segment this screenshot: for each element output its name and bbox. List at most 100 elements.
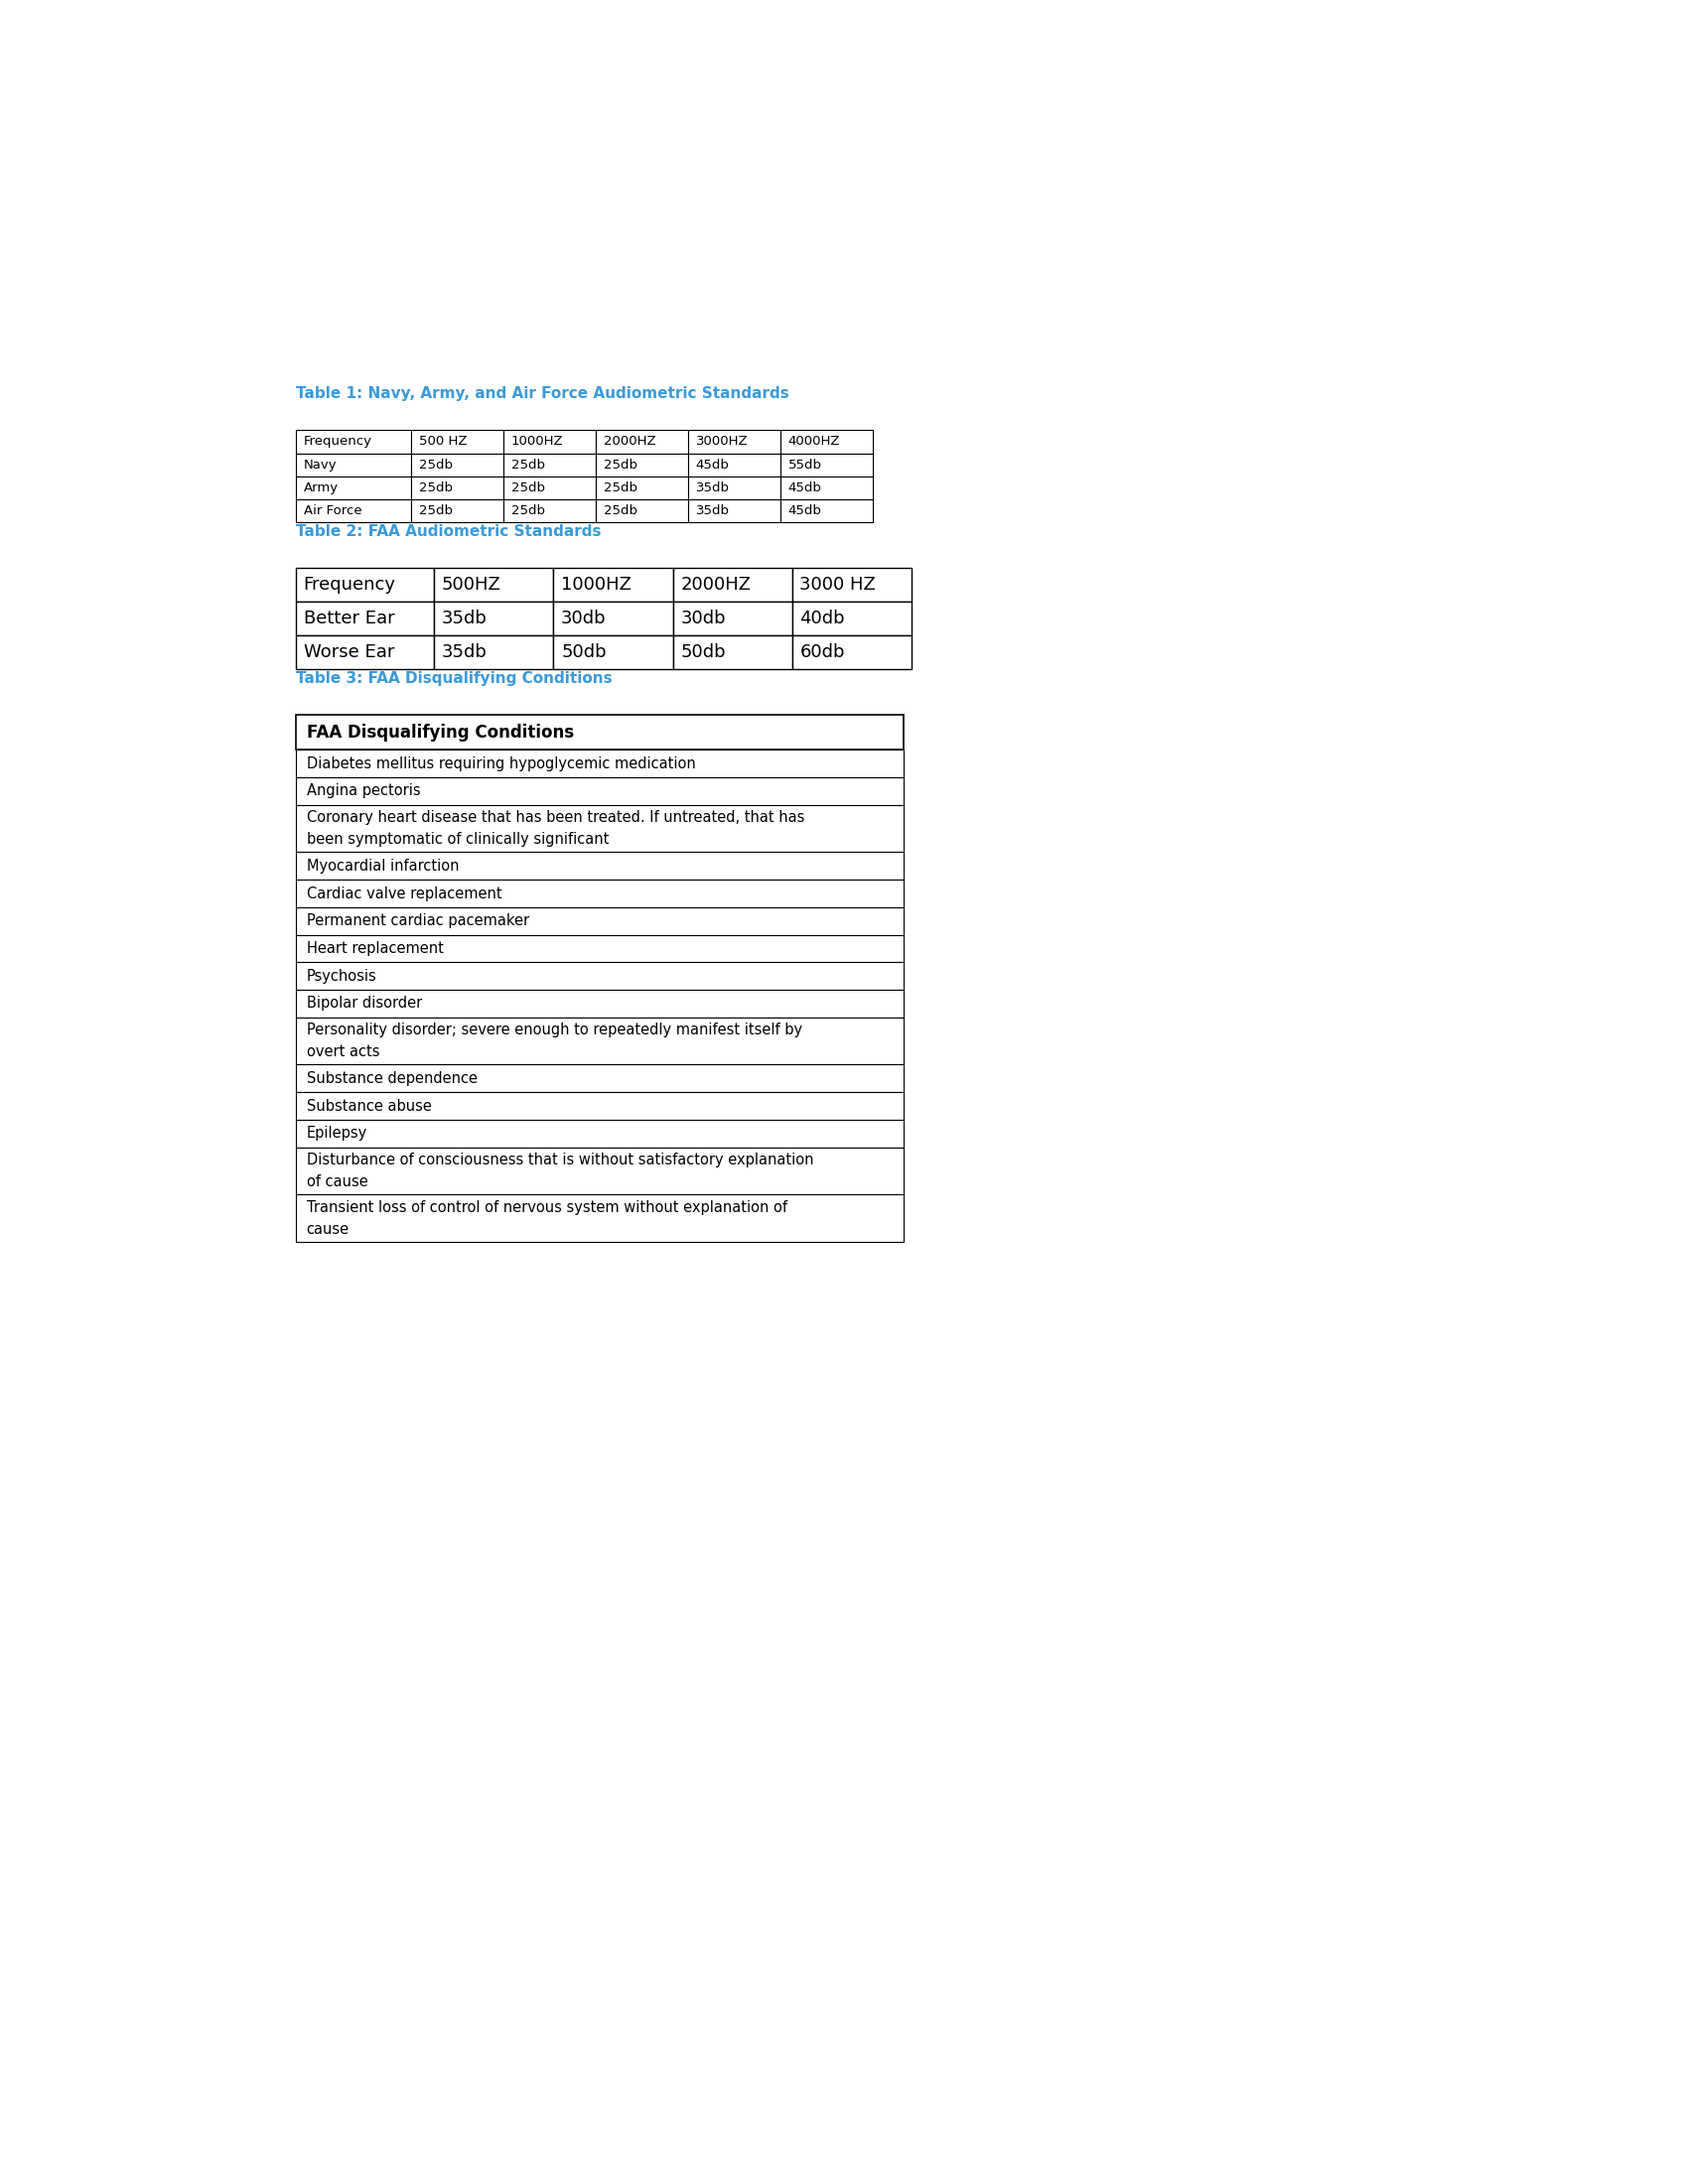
Text: Air Force: Air Force <box>304 505 361 518</box>
Text: 3000HZ: 3000HZ <box>695 435 748 448</box>
Bar <box>412 476 503 500</box>
Text: Psychosis: Psychosis <box>307 968 376 983</box>
Text: overt acts: overt acts <box>307 1044 380 1059</box>
Bar <box>503 476 596 500</box>
Bar <box>295 1018 903 1064</box>
Bar <box>295 601 434 636</box>
Text: 50db: 50db <box>560 642 606 662</box>
Bar <box>689 454 780 476</box>
Bar <box>596 454 689 476</box>
Bar <box>554 601 674 636</box>
Bar <box>434 568 554 601</box>
Text: 55db: 55db <box>788 459 822 472</box>
Text: 25db: 25db <box>511 480 545 494</box>
Text: Transient loss of control of nervous system without explanation of: Transient loss of control of nervous sys… <box>307 1199 787 1214</box>
Bar <box>295 476 412 500</box>
Bar <box>295 935 903 963</box>
Bar <box>780 498 873 522</box>
Bar <box>554 568 674 601</box>
Text: 60db: 60db <box>800 642 846 662</box>
Text: Substance dependence: Substance dependence <box>307 1070 478 1085</box>
Bar <box>295 1147 903 1195</box>
Bar <box>412 454 503 476</box>
Text: 500 HZ: 500 HZ <box>419 435 468 448</box>
Bar <box>674 568 792 601</box>
Bar <box>295 852 903 880</box>
Bar <box>792 636 912 668</box>
Bar <box>412 430 503 454</box>
Bar <box>674 636 792 668</box>
Text: Angina pectoris: Angina pectoris <box>307 784 420 799</box>
Text: 25db: 25db <box>419 505 452 518</box>
Text: Permanent cardiac pacemaker: Permanent cardiac pacemaker <box>307 913 528 928</box>
Bar <box>689 498 780 522</box>
Bar <box>295 430 412 454</box>
Bar <box>295 1195 903 1243</box>
Text: Table 3: FAA Disqualifying Conditions: Table 3: FAA Disqualifying Conditions <box>295 670 613 686</box>
Text: Better Ear: Better Ear <box>304 609 395 627</box>
Text: Disturbance of consciousness that is without satisfactory explanation: Disturbance of consciousness that is wit… <box>307 1153 814 1168</box>
Text: 1000HZ: 1000HZ <box>511 435 564 448</box>
Bar <box>295 568 434 601</box>
Bar <box>554 636 674 668</box>
Text: Heart replacement: Heart replacement <box>307 941 444 957</box>
Bar <box>295 906 903 935</box>
Bar <box>295 1092 903 1120</box>
Bar <box>674 601 792 636</box>
Bar <box>780 454 873 476</box>
Text: 35db: 35db <box>442 609 488 627</box>
Bar <box>689 476 780 500</box>
Text: 2000HZ: 2000HZ <box>604 435 655 448</box>
Bar <box>295 963 903 989</box>
Bar <box>412 498 503 522</box>
Bar <box>295 1120 903 1147</box>
Bar <box>503 430 596 454</box>
Text: Frequency: Frequency <box>304 435 371 448</box>
Bar <box>503 498 596 522</box>
Text: 40db: 40db <box>800 609 846 627</box>
Text: 25db: 25db <box>511 459 545 472</box>
Bar <box>434 636 554 668</box>
Text: Myocardial infarction: Myocardial infarction <box>307 858 459 874</box>
Text: Coronary heart disease that has been treated. If untreated, that has: Coronary heart disease that has been tre… <box>307 810 803 826</box>
Text: Navy: Navy <box>304 459 336 472</box>
Text: 30db: 30db <box>560 609 606 627</box>
Text: 45db: 45db <box>695 459 729 472</box>
Text: Table 1: Navy, Army, and Air Force Audiometric Standards: Table 1: Navy, Army, and Air Force Audio… <box>295 387 788 402</box>
Text: Frequency: Frequency <box>304 577 395 594</box>
Text: 500HZ: 500HZ <box>442 577 501 594</box>
Bar <box>295 749 903 778</box>
Text: FAA Disqualifying Conditions: FAA Disqualifying Conditions <box>307 723 574 740</box>
Text: Table 2: FAA Audiometric Standards: Table 2: FAA Audiometric Standards <box>295 524 601 539</box>
Text: Personality disorder; severe enough to repeatedly manifest itself by: Personality disorder; severe enough to r… <box>307 1022 802 1037</box>
Text: 25db: 25db <box>419 459 452 472</box>
Text: Worse Ear: Worse Ear <box>304 642 393 662</box>
Text: been symptomatic of clinically significant: been symptomatic of clinically significa… <box>307 832 609 847</box>
Bar <box>295 636 434 668</box>
Text: cause: cause <box>307 1221 349 1236</box>
Bar <box>596 476 689 500</box>
Text: Epilepsy: Epilepsy <box>307 1127 368 1140</box>
Text: 50db: 50db <box>680 642 726 662</box>
Bar <box>792 568 912 601</box>
Text: 25db: 25db <box>604 480 636 494</box>
Text: 4000HZ: 4000HZ <box>788 435 841 448</box>
Text: 25db: 25db <box>604 459 636 472</box>
Text: 35db: 35db <box>442 642 488 662</box>
Text: 3000 HZ: 3000 HZ <box>800 577 876 594</box>
Text: Cardiac valve replacement: Cardiac valve replacement <box>307 887 501 902</box>
Bar <box>295 989 903 1018</box>
Bar <box>596 430 689 454</box>
Text: 25db: 25db <box>419 480 452 494</box>
Bar <box>596 498 689 522</box>
Bar <box>792 601 912 636</box>
Bar <box>295 880 903 906</box>
Text: 1000HZ: 1000HZ <box>560 577 631 594</box>
Bar <box>689 430 780 454</box>
Bar <box>295 498 412 522</box>
Text: 25db: 25db <box>511 505 545 518</box>
Text: 2000HZ: 2000HZ <box>680 577 751 594</box>
Text: Army: Army <box>304 480 338 494</box>
Text: 45db: 45db <box>788 480 822 494</box>
Text: 35db: 35db <box>695 505 729 518</box>
